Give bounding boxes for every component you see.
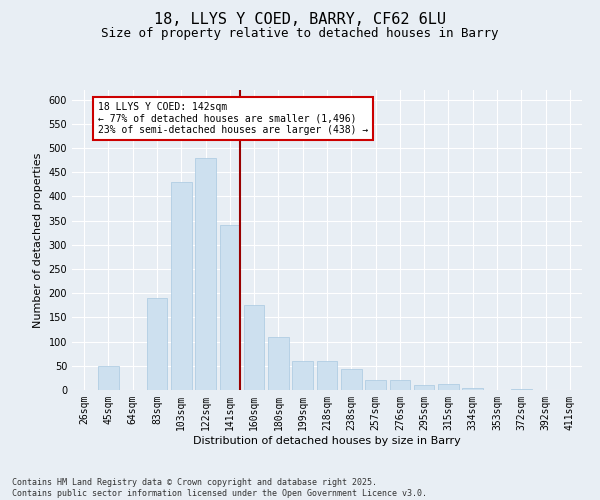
Bar: [365, 380, 386, 390]
Bar: [414, 385, 434, 390]
Y-axis label: Number of detached properties: Number of detached properties: [33, 152, 43, 328]
Bar: [195, 158, 216, 390]
Bar: [389, 380, 410, 390]
Bar: [268, 337, 289, 390]
Text: Contains HM Land Registry data © Crown copyright and database right 2025.
Contai: Contains HM Land Registry data © Crown c…: [12, 478, 427, 498]
Bar: [511, 388, 532, 390]
Text: 18 LLYS Y COED: 142sqm
← 77% of detached houses are smaller (1,496)
23% of semi-: 18 LLYS Y COED: 142sqm ← 77% of detached…: [97, 102, 368, 136]
Bar: [98, 366, 119, 390]
Bar: [220, 226, 240, 390]
Bar: [292, 361, 313, 390]
Bar: [146, 298, 167, 390]
X-axis label: Distribution of detached houses by size in Barry: Distribution of detached houses by size …: [193, 436, 461, 446]
Bar: [341, 369, 362, 390]
Bar: [244, 306, 265, 390]
Text: 18, LLYS Y COED, BARRY, CF62 6LU: 18, LLYS Y COED, BARRY, CF62 6LU: [154, 12, 446, 28]
Bar: [317, 361, 337, 390]
Bar: [171, 182, 191, 390]
Bar: [438, 384, 459, 390]
Text: Size of property relative to detached houses in Barry: Size of property relative to detached ho…: [101, 28, 499, 40]
Bar: [463, 388, 483, 390]
